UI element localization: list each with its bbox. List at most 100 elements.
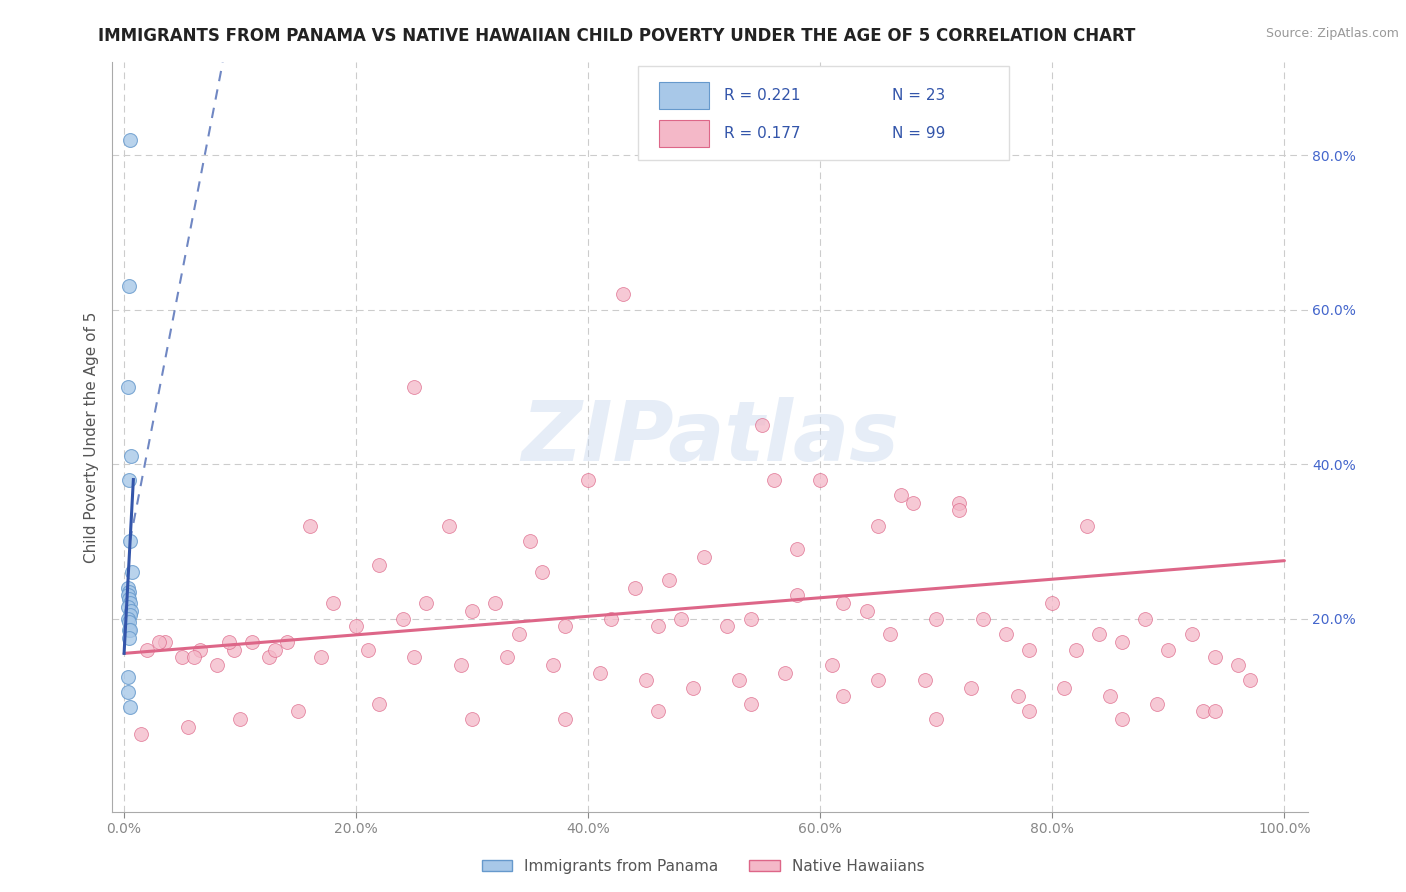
Point: [404, 380, 426, 394]
Point: [121, 566, 143, 580]
Point: [177, 720, 200, 734]
Point: [543, 657, 565, 672]
Point: [450, 657, 472, 672]
Point: [636, 673, 658, 688]
Y-axis label: Child Poverty Under the Age of 5: Child Poverty Under the Age of 5: [83, 311, 98, 563]
Point: [218, 634, 240, 648]
Point: [786, 589, 808, 603]
Point: [322, 596, 344, 610]
Point: [118, 596, 141, 610]
Point: [118, 623, 141, 637]
Point: [117, 685, 139, 699]
Point: [519, 534, 541, 549]
Point: [1239, 673, 1261, 688]
Legend: Immigrants from Panama, Native Hawaiians: Immigrants from Panama, Native Hawaiians: [475, 853, 931, 880]
Point: [647, 704, 669, 718]
Point: [368, 697, 391, 711]
Point: [879, 627, 901, 641]
Point: [948, 496, 970, 510]
Point: [508, 627, 530, 641]
Point: [118, 133, 141, 147]
Point: [832, 689, 855, 703]
Text: N = 23: N = 23: [891, 88, 945, 103]
Point: [925, 712, 948, 726]
Point: [461, 712, 484, 726]
Point: [437, 519, 460, 533]
Point: [1111, 712, 1133, 726]
Point: [868, 673, 890, 688]
Point: [612, 287, 634, 301]
Point: [118, 534, 141, 549]
Point: [287, 704, 309, 718]
Point: [117, 380, 139, 394]
FancyBboxPatch shape: [638, 66, 1010, 160]
Point: [821, 657, 844, 672]
Point: [530, 566, 553, 580]
Point: [298, 519, 321, 533]
Point: [496, 650, 519, 665]
Point: [868, 519, 890, 533]
Point: [118, 473, 141, 487]
Point: [117, 669, 139, 683]
Point: [600, 612, 623, 626]
Point: [224, 642, 246, 657]
Point: [118, 584, 141, 599]
Point: [117, 581, 139, 595]
Point: [118, 631, 141, 645]
Point: [118, 623, 141, 637]
Point: [693, 549, 716, 564]
Point: [148, 634, 170, 648]
Point: [1111, 634, 1133, 648]
Point: [118, 279, 141, 293]
FancyBboxPatch shape: [658, 82, 709, 109]
Point: [240, 634, 263, 648]
Point: [554, 619, 576, 633]
Point: [1064, 642, 1087, 657]
Point: [344, 619, 367, 633]
Point: [576, 473, 599, 487]
Point: [357, 642, 380, 657]
Point: [740, 697, 762, 711]
Point: [311, 650, 333, 665]
Point: [484, 596, 506, 610]
Point: [1099, 689, 1122, 703]
Point: [716, 619, 738, 633]
Point: [740, 612, 762, 626]
Point: [415, 596, 437, 610]
Point: [901, 496, 924, 510]
Point: [205, 657, 228, 672]
Point: [855, 604, 877, 618]
Point: [276, 634, 298, 648]
Point: [751, 418, 773, 433]
Point: [786, 542, 808, 557]
Point: [948, 503, 970, 517]
Point: [890, 488, 912, 502]
Point: [120, 604, 142, 618]
Point: [682, 681, 704, 695]
Point: [1133, 612, 1156, 626]
Point: [762, 473, 785, 487]
Point: [153, 634, 176, 648]
Point: [1226, 657, 1249, 672]
Point: [728, 673, 751, 688]
Text: IMMIGRANTS FROM PANAMA VS NATIVE HAWAIIAN CHILD POVERTY UNDER THE AGE OF 5 CORRE: IMMIGRANTS FROM PANAMA VS NATIVE HAWAIIA…: [98, 27, 1136, 45]
Point: [1204, 704, 1226, 718]
Point: [117, 612, 139, 626]
Point: [1146, 697, 1168, 711]
Point: [183, 650, 205, 665]
Point: [808, 473, 831, 487]
Point: [1053, 681, 1076, 695]
Point: [120, 450, 142, 464]
Point: [118, 615, 141, 630]
Point: [1180, 627, 1202, 641]
Point: [118, 592, 141, 607]
Point: [554, 712, 576, 726]
Point: [623, 581, 645, 595]
Point: [914, 673, 936, 688]
Point: [658, 573, 681, 587]
Point: [172, 650, 194, 665]
Point: [188, 642, 211, 657]
Point: [131, 727, 153, 741]
Point: [1157, 642, 1180, 657]
Point: [775, 665, 797, 680]
